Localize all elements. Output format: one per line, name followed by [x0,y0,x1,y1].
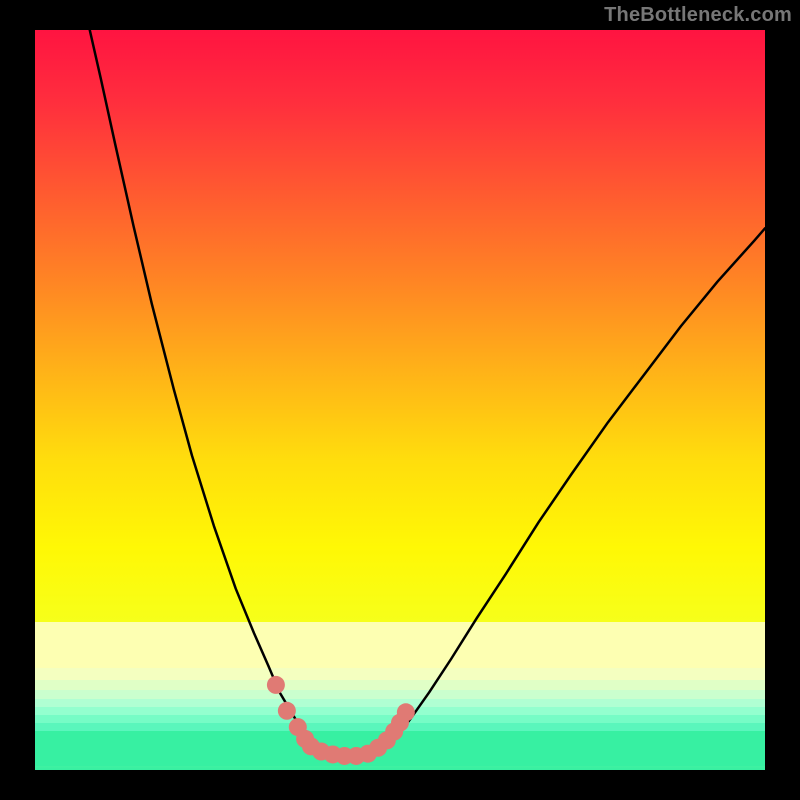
trough-marker [397,703,415,721]
bottom-band-row [35,668,765,680]
bottom-band-row [35,680,765,690]
trough-marker [278,702,296,720]
bottom-band-row [35,690,765,699]
bottom-band-row [35,622,765,668]
trough-marker [267,676,285,694]
chart-canvas: TheBottleneck.com [0,0,800,800]
bottleneck-chart-svg [0,0,800,800]
watermark-text: TheBottleneck.com [604,4,792,27]
